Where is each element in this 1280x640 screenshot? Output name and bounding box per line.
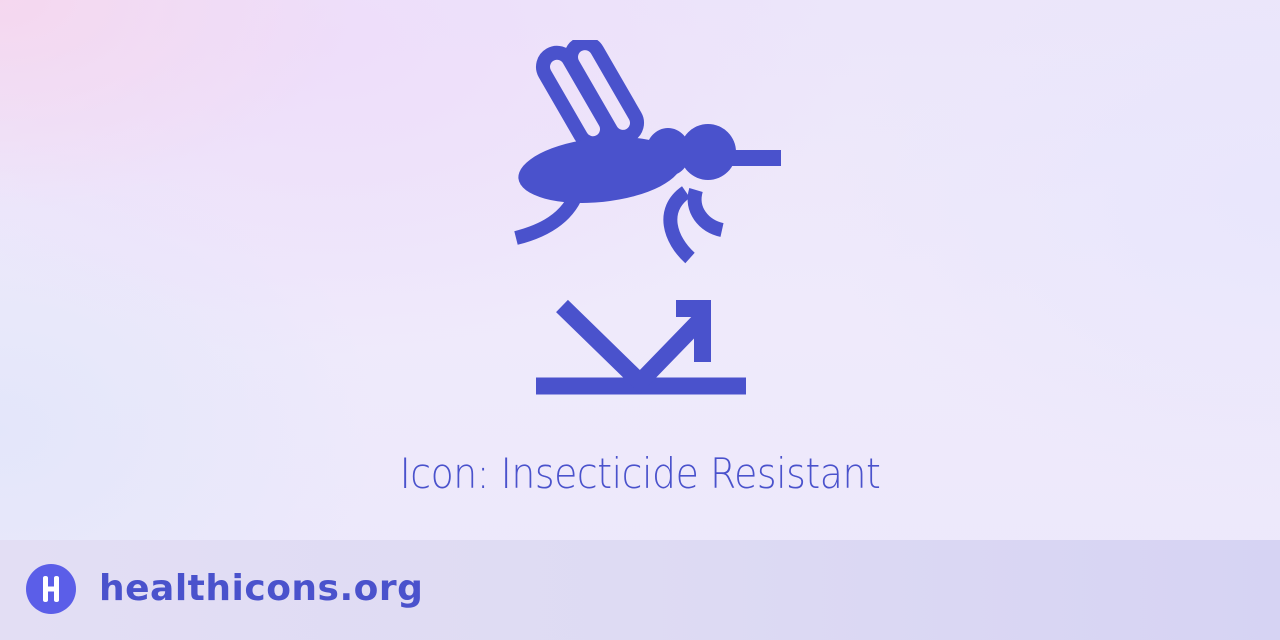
site-link[interactable]: healthicons.org — [99, 568, 424, 609]
footer-bar: healthicons.org — [0, 540, 1280, 640]
mosquito-icon — [518, 40, 781, 203]
healthicons-logo-icon[interactable] — [26, 564, 76, 614]
resistant-arrow-icon — [536, 299, 746, 395]
insecticide-resistant-icon — [500, 40, 790, 410]
arrowhead-icon — [676, 300, 711, 362]
page-title: Icon: Insecticide Resistant — [399, 449, 881, 498]
